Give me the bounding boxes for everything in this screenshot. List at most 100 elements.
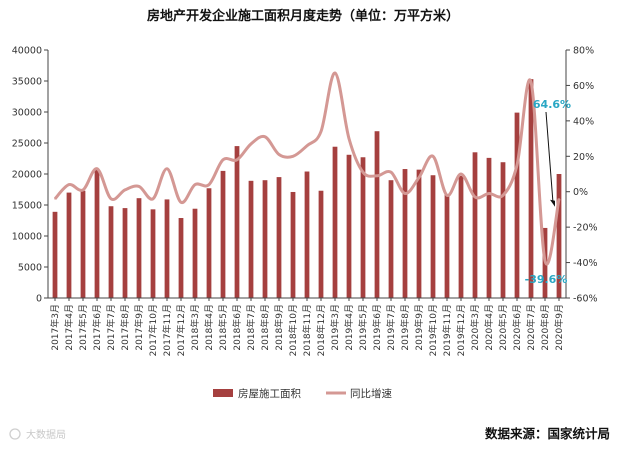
watermark-text: 大数据局 xyxy=(26,428,66,441)
line-point xyxy=(180,201,182,204)
bar xyxy=(528,79,534,298)
annotation-peak-label: 64.6% xyxy=(533,98,571,111)
line-point xyxy=(516,164,518,166)
bar xyxy=(332,146,338,298)
x-tick-label: 2020年8月 xyxy=(539,304,551,351)
line-point xyxy=(474,196,476,198)
line-point xyxy=(432,155,434,158)
right-tick-label: 20% xyxy=(573,152,594,163)
bar xyxy=(192,208,198,298)
line-point xyxy=(306,144,308,147)
line-point xyxy=(460,173,462,175)
watermark-logo-icon xyxy=(9,428,21,440)
right-y-axis: -60% -40% -20% 0% 20% 40% 60% 80% xyxy=(565,46,598,305)
annotation-arrow-head xyxy=(550,199,555,207)
line-point xyxy=(558,198,560,200)
x-tick-label: 2019年10月 xyxy=(427,304,439,356)
x-tick-label: 2020年7月 xyxy=(525,304,537,351)
x-tick-label: 2019年12月 xyxy=(455,304,467,356)
bar xyxy=(178,218,184,298)
x-axis: 2017年3月 2017年4月 2017年5月 2017年6月 2017年7月 2017年… xyxy=(48,297,566,356)
line-point xyxy=(544,260,546,262)
x-tick-label: 2017年6月 xyxy=(91,304,103,351)
x-tick-label: 2017年3月 xyxy=(49,304,61,351)
bar xyxy=(108,206,114,298)
bar xyxy=(94,169,100,298)
line-point xyxy=(110,198,112,200)
annotation-arrow-line xyxy=(545,111,554,203)
bar xyxy=(220,170,226,298)
line-point xyxy=(530,81,532,83)
legend-label-bar: 房屋施工面积 xyxy=(238,387,301,400)
line-point xyxy=(222,159,224,161)
right-tick-label: -60% xyxy=(573,294,598,305)
x-tick-label: 2018年11月 xyxy=(301,304,313,356)
right-tick-label: -20% xyxy=(573,223,598,234)
bar xyxy=(66,192,72,298)
x-tick-label: 2019年5月 xyxy=(357,304,369,351)
bar xyxy=(304,171,310,298)
line-point xyxy=(54,198,56,200)
annotation-trough-label: -39.6% xyxy=(525,273,568,286)
left-tick-label: 15000 xyxy=(12,201,42,212)
legend-label-line: 同比增速 xyxy=(350,387,392,400)
right-tick-label: 60% xyxy=(573,81,594,92)
bar xyxy=(122,208,128,298)
bar xyxy=(346,154,352,298)
x-tick-label: 2017年11月 xyxy=(161,304,173,356)
bar xyxy=(52,211,58,298)
x-tick-label: 2019年3月 xyxy=(329,304,341,351)
annotations: 64.6% -39.6% xyxy=(525,98,571,286)
line-point xyxy=(68,183,70,186)
bar xyxy=(248,180,254,298)
bar xyxy=(500,162,506,298)
line-point xyxy=(488,192,490,195)
bar xyxy=(290,191,296,298)
x-tick-label: 2018年12月 xyxy=(315,304,327,356)
line-point xyxy=(124,189,126,191)
line-point xyxy=(446,194,448,197)
line-point xyxy=(278,153,280,156)
line-point xyxy=(236,159,238,161)
x-tick-label: 2017年5月 xyxy=(77,304,89,351)
bar xyxy=(472,152,478,298)
x-tick-label: 2018年9月 xyxy=(273,304,285,351)
left-tick-label: 40000 xyxy=(12,46,42,57)
line-point xyxy=(264,136,266,138)
x-tick-label: 2018年8月 xyxy=(259,304,271,351)
left-tick-label: 0 xyxy=(36,294,42,305)
bar xyxy=(416,169,422,298)
line-point xyxy=(404,192,406,195)
legend-swatch-bar xyxy=(213,389,233,397)
line-point xyxy=(194,183,196,186)
x-tick-label: 2017年12月 xyxy=(175,304,187,356)
x-tick-label: 2018年7月 xyxy=(245,304,257,351)
bar xyxy=(136,198,142,298)
bar xyxy=(262,180,268,298)
bar xyxy=(486,157,492,298)
bar xyxy=(402,169,408,298)
bar xyxy=(206,188,212,298)
x-tick-label: 2019年4月 xyxy=(343,304,355,351)
line-point xyxy=(166,167,168,170)
bar xyxy=(276,177,282,298)
left-tick-label: 5000 xyxy=(18,263,42,274)
bar xyxy=(514,112,520,299)
line-point xyxy=(502,194,504,197)
source-text: 数据来源：国家统计局 xyxy=(484,426,610,441)
bar xyxy=(164,199,170,298)
line-point xyxy=(292,155,294,158)
x-tick-label: 2018年10月 xyxy=(287,304,299,356)
line-point xyxy=(348,137,350,140)
x-tick-label: 2017年10月 xyxy=(147,304,159,356)
x-tick-label: 2017年9月 xyxy=(133,304,145,351)
line-point xyxy=(208,183,210,186)
x-tick-label: 2017年8月 xyxy=(119,304,131,351)
x-tick-label: 2020年5月 xyxy=(497,304,509,351)
x-tick-label: 2020年9月 xyxy=(553,304,565,351)
bar xyxy=(388,180,394,298)
x-tick-label: 2018年3月 xyxy=(189,304,201,351)
x-tick-label: 2019年7月 xyxy=(385,304,397,351)
